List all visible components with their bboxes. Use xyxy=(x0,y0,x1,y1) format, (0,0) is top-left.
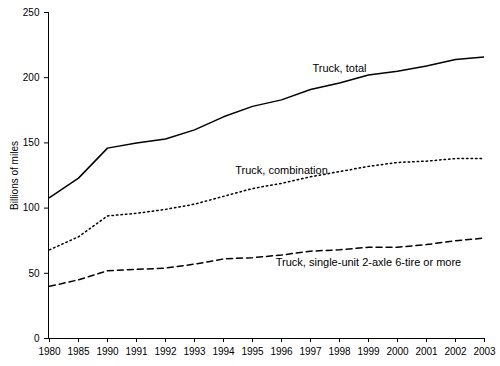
svg-text:200: 200 xyxy=(23,72,40,83)
svg-text:Truck, single-unit 2-axle 6-ti: Truck, single-unit 2-axle 6-tire or more xyxy=(276,256,461,268)
svg-text:2003: 2003 xyxy=(473,346,496,357)
svg-text:1999: 1999 xyxy=(357,346,380,357)
svg-text:50: 50 xyxy=(28,268,40,279)
svg-text:Billions of miles: Billions of miles xyxy=(9,141,20,210)
svg-text:2001: 2001 xyxy=(415,346,438,357)
svg-text:1997: 1997 xyxy=(299,346,322,357)
svg-text:1993: 1993 xyxy=(183,346,206,357)
svg-text:2000: 2000 xyxy=(386,346,409,357)
svg-text:1991: 1991 xyxy=(125,346,148,357)
svg-text:Truck, combination: Truck, combination xyxy=(235,164,328,176)
svg-text:1996: 1996 xyxy=(270,346,293,357)
svg-text:1990: 1990 xyxy=(96,346,119,357)
svg-text:1995: 1995 xyxy=(241,346,264,357)
svg-text:150: 150 xyxy=(23,137,40,148)
svg-text:1980: 1980 xyxy=(38,346,61,357)
svg-text:0: 0 xyxy=(34,333,40,344)
svg-text:1992: 1992 xyxy=(154,346,177,357)
svg-text:1994: 1994 xyxy=(212,346,235,357)
svg-text:250: 250 xyxy=(23,7,40,18)
svg-text:2002: 2002 xyxy=(444,346,467,357)
svg-text:1985: 1985 xyxy=(67,346,90,357)
svg-text:Truck, total: Truck, total xyxy=(313,62,367,74)
svg-text:100: 100 xyxy=(23,202,40,213)
svg-text:1998: 1998 xyxy=(328,346,351,357)
